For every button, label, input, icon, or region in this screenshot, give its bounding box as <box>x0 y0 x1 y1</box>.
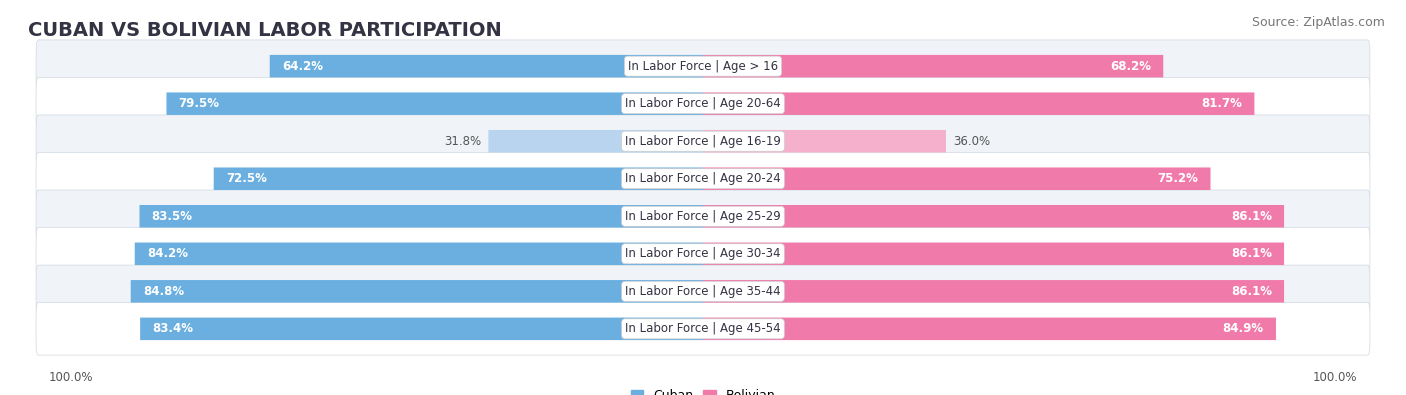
Text: 36.0%: 36.0% <box>953 135 990 148</box>
FancyBboxPatch shape <box>703 130 946 152</box>
Text: In Labor Force | Age 16-19: In Labor Force | Age 16-19 <box>626 135 780 148</box>
Text: 83.5%: 83.5% <box>152 210 193 223</box>
FancyBboxPatch shape <box>703 55 1163 77</box>
Text: CUBAN VS BOLIVIAN LABOR PARTICIPATION: CUBAN VS BOLIVIAN LABOR PARTICIPATION <box>28 21 502 40</box>
Text: In Labor Force | Age 35-44: In Labor Force | Age 35-44 <box>626 285 780 298</box>
Text: In Labor Force | Age 25-29: In Labor Force | Age 25-29 <box>626 210 780 223</box>
FancyBboxPatch shape <box>139 205 703 228</box>
Text: 79.5%: 79.5% <box>179 97 219 110</box>
Text: In Labor Force | Age 20-64: In Labor Force | Age 20-64 <box>626 97 780 110</box>
FancyBboxPatch shape <box>37 40 1369 92</box>
Text: 86.1%: 86.1% <box>1230 210 1272 223</box>
FancyBboxPatch shape <box>37 265 1369 318</box>
FancyBboxPatch shape <box>135 243 703 265</box>
Text: 100.0%: 100.0% <box>1313 371 1358 384</box>
Text: 75.2%: 75.2% <box>1157 172 1198 185</box>
Text: In Labor Force | Age 30-34: In Labor Force | Age 30-34 <box>626 247 780 260</box>
Text: In Labor Force | Age 20-24: In Labor Force | Age 20-24 <box>626 172 780 185</box>
FancyBboxPatch shape <box>703 280 1284 303</box>
Text: 83.4%: 83.4% <box>152 322 193 335</box>
Text: Source: ZipAtlas.com: Source: ZipAtlas.com <box>1251 16 1385 29</box>
FancyBboxPatch shape <box>703 167 1211 190</box>
Text: 100.0%: 100.0% <box>48 371 93 384</box>
FancyBboxPatch shape <box>37 228 1369 280</box>
Text: In Labor Force | Age > 16: In Labor Force | Age > 16 <box>628 60 778 73</box>
FancyBboxPatch shape <box>703 318 1277 340</box>
Text: 84.9%: 84.9% <box>1223 322 1264 335</box>
Text: 81.7%: 81.7% <box>1201 97 1243 110</box>
FancyBboxPatch shape <box>37 152 1369 205</box>
Text: 84.8%: 84.8% <box>143 285 184 298</box>
FancyBboxPatch shape <box>703 205 1284 228</box>
FancyBboxPatch shape <box>141 318 703 340</box>
FancyBboxPatch shape <box>37 303 1369 355</box>
Text: 86.1%: 86.1% <box>1230 247 1272 260</box>
FancyBboxPatch shape <box>270 55 703 77</box>
FancyBboxPatch shape <box>214 167 703 190</box>
FancyBboxPatch shape <box>488 130 703 152</box>
FancyBboxPatch shape <box>166 92 703 115</box>
FancyBboxPatch shape <box>37 115 1369 167</box>
Text: 64.2%: 64.2% <box>281 60 323 73</box>
Text: 72.5%: 72.5% <box>226 172 267 185</box>
Text: In Labor Force | Age 45-54: In Labor Force | Age 45-54 <box>626 322 780 335</box>
FancyBboxPatch shape <box>37 190 1369 243</box>
FancyBboxPatch shape <box>131 280 703 303</box>
Text: 68.2%: 68.2% <box>1111 60 1152 73</box>
Legend: Cuban, Bolivian: Cuban, Bolivian <box>626 384 780 395</box>
FancyBboxPatch shape <box>703 92 1254 115</box>
FancyBboxPatch shape <box>703 243 1284 265</box>
FancyBboxPatch shape <box>37 77 1369 130</box>
Text: 31.8%: 31.8% <box>444 135 482 148</box>
Text: 84.2%: 84.2% <box>146 247 188 260</box>
Text: 86.1%: 86.1% <box>1230 285 1272 298</box>
